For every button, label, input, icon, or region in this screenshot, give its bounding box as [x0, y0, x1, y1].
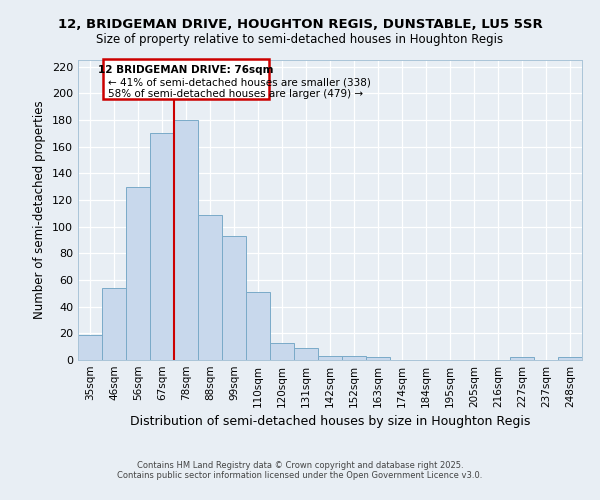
Bar [342, 356, 366, 360]
Bar [318, 356, 342, 360]
Bar [294, 348, 318, 360]
Bar [222, 236, 246, 360]
Bar [198, 214, 222, 360]
Bar [150, 134, 174, 360]
Bar [270, 342, 294, 360]
Text: Contains HM Land Registry data © Crown copyright and database right 2025.
Contai: Contains HM Land Registry data © Crown c… [118, 460, 482, 480]
Bar [558, 358, 582, 360]
X-axis label: Distribution of semi-detached houses by size in Houghton Regis: Distribution of semi-detached houses by … [130, 416, 530, 428]
FancyBboxPatch shape [103, 58, 269, 98]
Text: 12 BRIDGEMAN DRIVE: 76sqm: 12 BRIDGEMAN DRIVE: 76sqm [98, 66, 274, 76]
Bar [366, 358, 390, 360]
Text: ← 41% of semi-detached houses are smaller (338): ← 41% of semi-detached houses are smalle… [108, 78, 371, 88]
Text: Size of property relative to semi-detached houses in Houghton Regis: Size of property relative to semi-detach… [97, 32, 503, 46]
Text: 58% of semi-detached houses are larger (479) →: 58% of semi-detached houses are larger (… [108, 90, 363, 100]
Bar [78, 334, 102, 360]
Bar [510, 358, 534, 360]
Bar [246, 292, 270, 360]
Bar [102, 288, 126, 360]
Text: 12, BRIDGEMAN DRIVE, HOUGHTON REGIS, DUNSTABLE, LU5 5SR: 12, BRIDGEMAN DRIVE, HOUGHTON REGIS, DUN… [58, 18, 542, 30]
Y-axis label: Number of semi-detached properties: Number of semi-detached properties [34, 100, 46, 320]
Bar [174, 120, 198, 360]
Bar [126, 186, 150, 360]
